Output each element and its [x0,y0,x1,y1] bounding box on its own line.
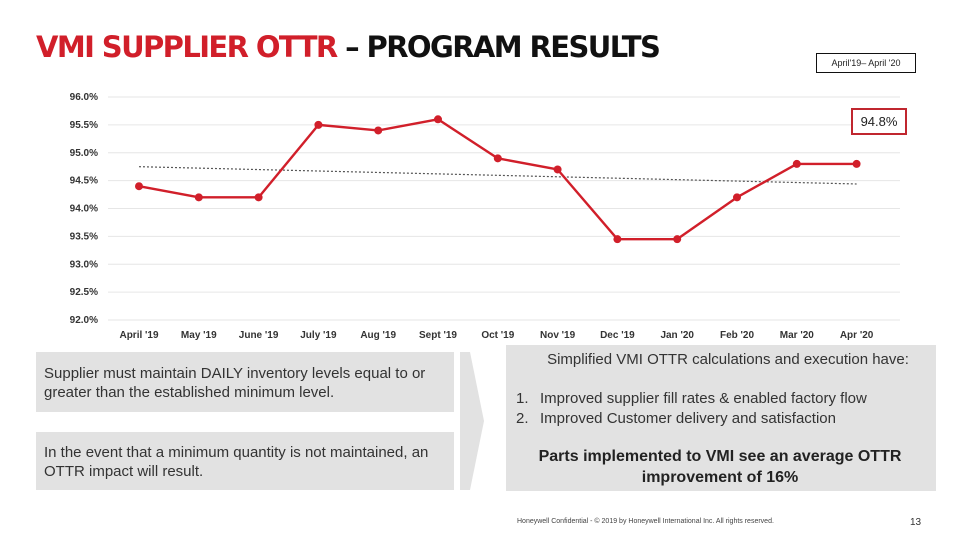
x-tick-label: July '19 [300,330,337,341]
data-point [434,115,442,124]
chart-grid [108,96,900,321]
data-point [314,120,323,129]
list-item: 2. Improved Customer delivery and satisfa… [516,410,836,427]
y-tick-label: 92.5% [70,287,98,298]
x-tick-label: June '19 [239,330,279,341]
data-point [852,159,861,168]
latest-value-callout: 94.8% [851,108,907,135]
data-point [792,159,801,168]
x-tick-label: Dec '19 [600,330,635,341]
confidential-footer: Honeywell Confidential - © 2019 by Honey… [517,518,774,525]
title-black-part: – PROGRAM RESULTS [336,30,661,64]
data-point [254,193,263,202]
x-tick-label: Jan '20 [660,330,694,341]
data-point [194,193,203,202]
x-tick-label: Mar '20 [780,330,815,341]
arrow-bar [460,352,470,490]
x-tick-label: May '19 [181,330,217,341]
x-tick-label: Nov '19 [540,330,576,341]
chevron-arrow-icon [460,352,484,490]
date-range-box: April'19– April '20 [816,53,916,73]
y-tick-label: 93.0% [70,259,98,270]
x-tick-label: Aug '19 [360,330,396,341]
requirement-box: Supplier must maintain DAILY inventory l… [36,352,454,412]
trend-line-group [138,166,857,185]
results-highlight: Parts implemented to VMI see an average … [538,448,902,486]
page-title: VMI SUPPLIER OTTR – PROGRAM RESULTS [36,30,661,64]
y-tick-label: 92.0% [70,315,98,326]
x-tick-label: Feb '20 [720,330,754,341]
data-point [673,235,682,244]
y-tick-label: 94.5% [70,176,98,187]
y-tick-label: 95.0% [70,148,98,159]
list-item: 1. Improved supplier fill rates & enabled… [516,390,867,407]
y-axis-ticks: 96.0% 95.5% 95.0% 94.5% 94.0% 93.5% 93.0% 92.5%… [70,92,98,326]
results-intro: Simplified VMI OTTR calculations and exe… [547,351,909,368]
trend-line [138,166,857,185]
data-point [613,235,622,244]
title-red-part: VMI SUPPLIER OTTR [36,30,338,64]
data-point [374,126,383,135]
x-axis-ticks: April '19 May '19 June '19 July '19 Aug '19 S… [119,330,873,341]
x-tick-label: Oct '19 [481,330,514,341]
results-box: Simplified VMI OTTR calculations and exe… [506,345,936,491]
y-tick-label: 93.5% [70,231,98,242]
impact-box: In the event that a minimum quantity is … [36,432,454,490]
ottr-line-chart: 96.0% 95.5% 95.0% 94.5% 94.0% 93.5% 93.0% 92.5%… [70,92,900,341]
y-tick-label: 95.5% [70,120,98,131]
x-tick-label: Apr '20 [840,330,874,341]
series-ottr [135,115,861,244]
results-list: 1. Improved supplier fill rates & enabled… [516,389,924,429]
data-point [733,193,741,202]
y-tick-label: 96.0% [70,92,98,103]
x-tick-label: April '19 [119,330,158,341]
x-tick-label: Sept '19 [419,330,457,341]
data-point [553,165,562,174]
data-point [135,182,143,191]
series-line [138,118,857,241]
arrow-point-icon [470,352,484,490]
data-point [493,154,502,163]
y-tick-label: 94.0% [70,204,98,215]
page-number: 13 [910,517,922,528]
